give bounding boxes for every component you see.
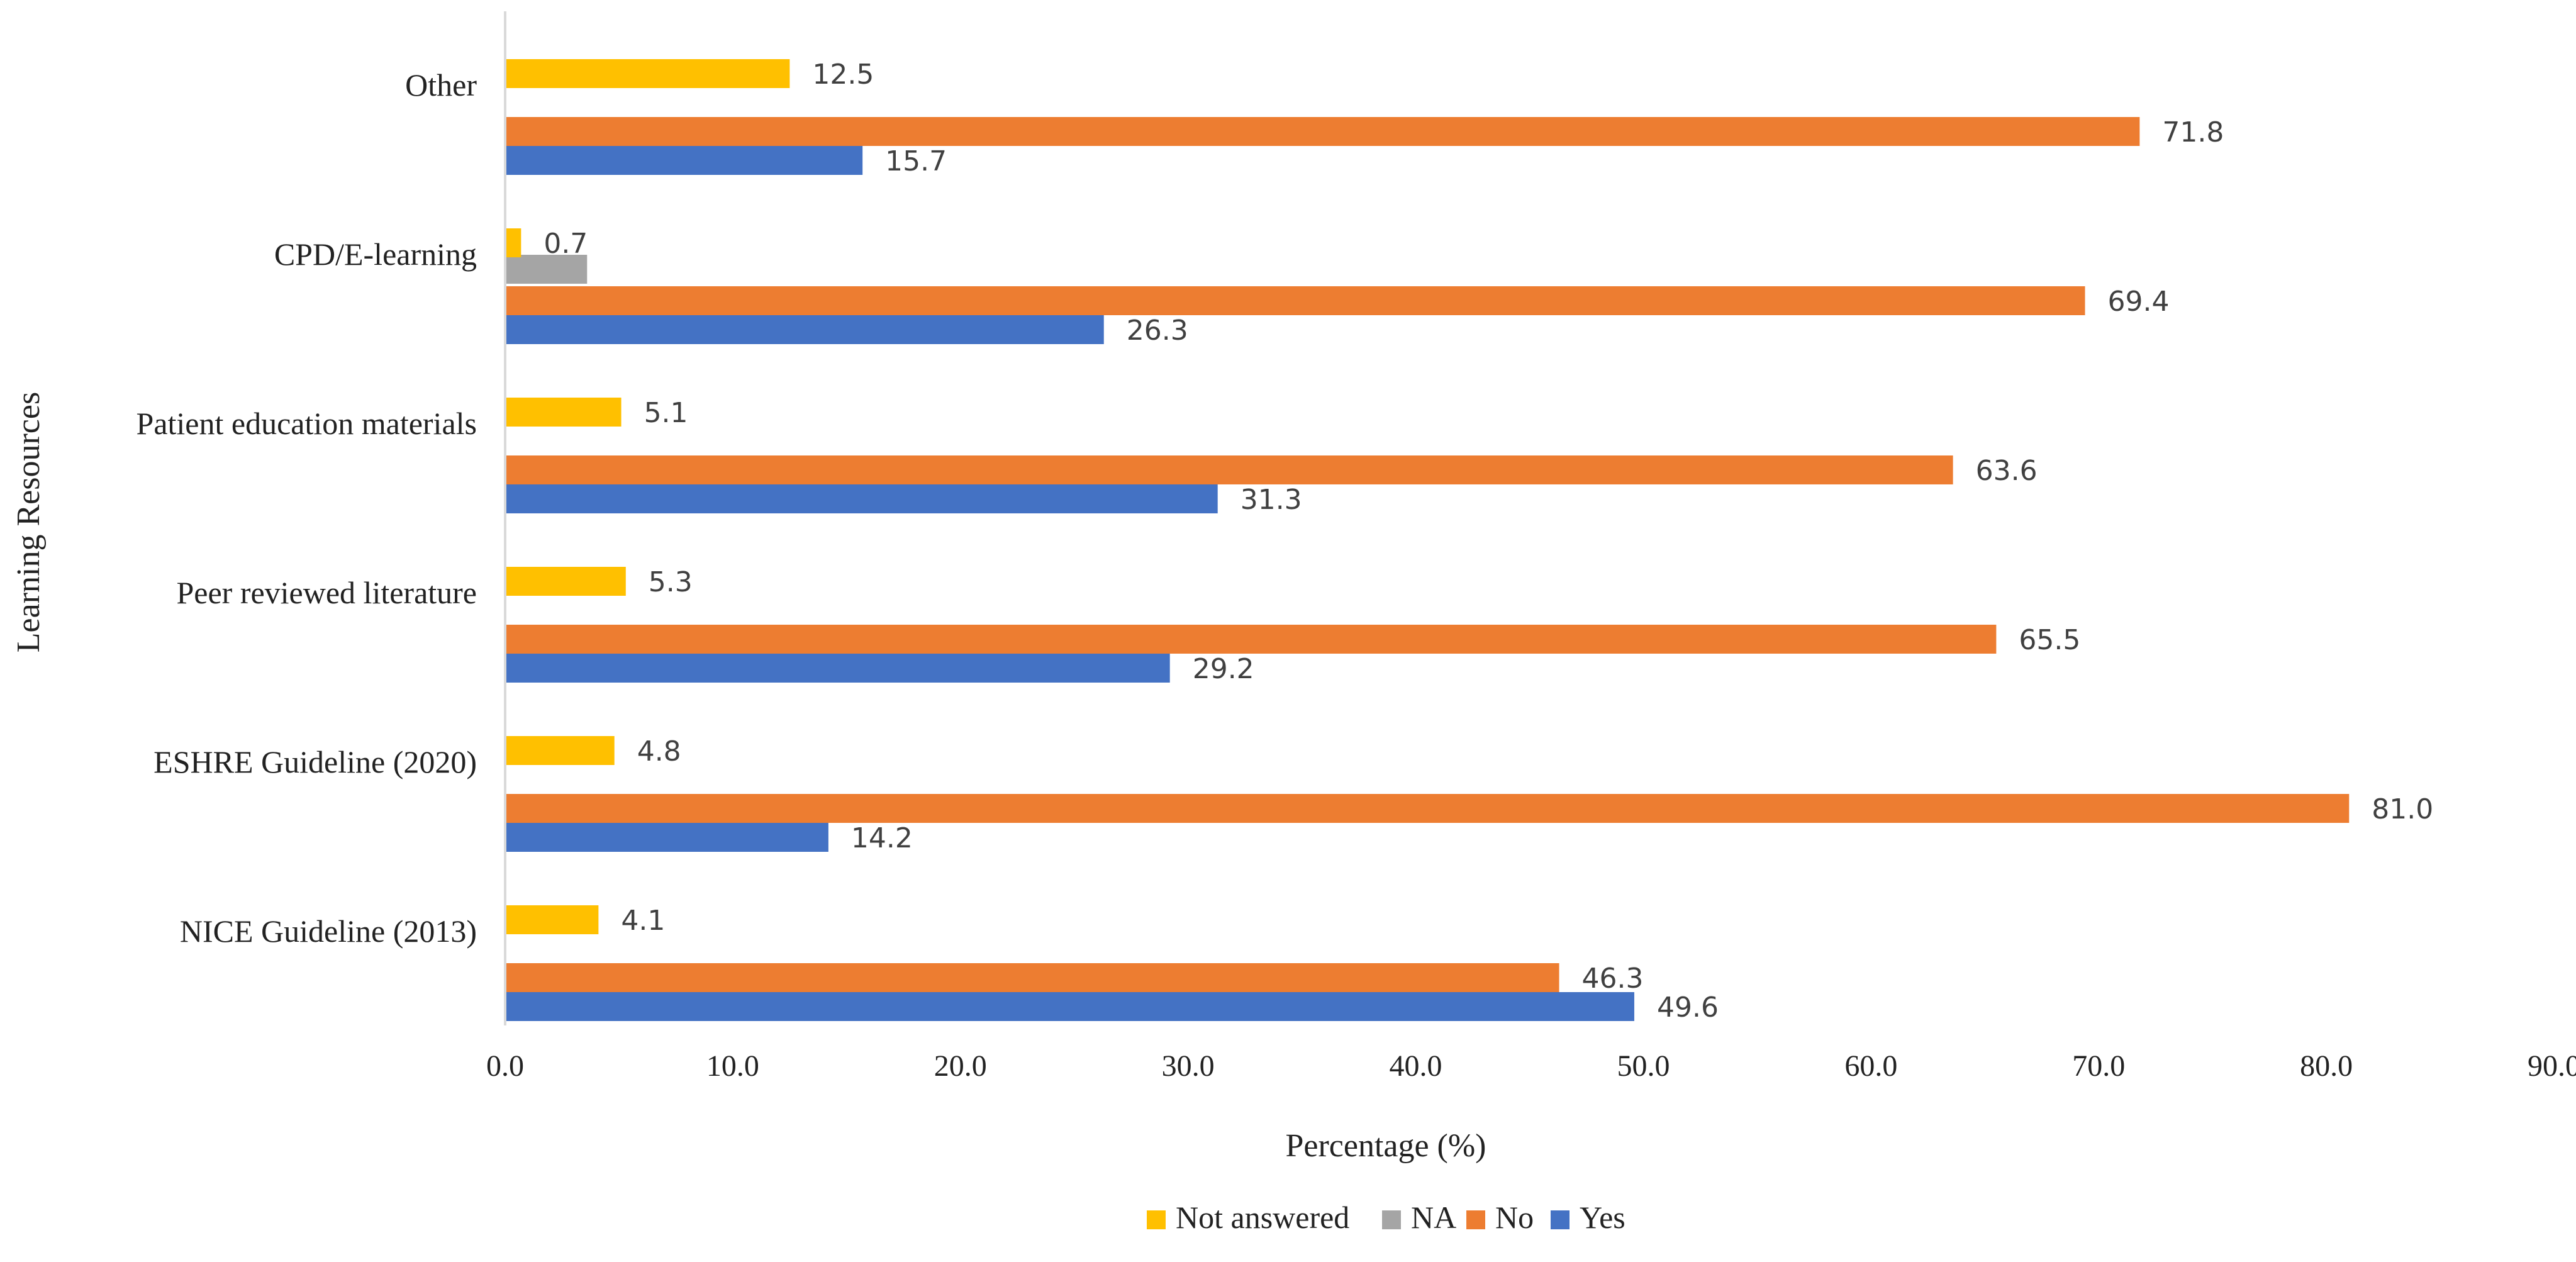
- legend-label-no: No: [1495, 1200, 1534, 1235]
- value-label-yes-eshre-guideline-2020: 14.2: [851, 822, 913, 854]
- bar-not-answered-patient-education-materials: [505, 398, 622, 427]
- bar-yes-other: [505, 146, 863, 175]
- x-tick-label-20-0: 20.0: [934, 1049, 987, 1083]
- bar-no-cpd-e-learning: [505, 286, 2085, 315]
- bar-not-answered-peer-reviewed-literature: [505, 567, 626, 596]
- x-tick-label-10-0: 10.0: [706, 1049, 759, 1083]
- x-axis-title: Percentage (%): [1285, 1128, 1486, 1164]
- bars-layer: [505, 59, 2350, 1021]
- x-axis-ticks: 0.0 10.0 20.0 30.0 40.0 50.0 60.0 70.0 80.0 90.0: [486, 1049, 2576, 1083]
- value-label-no-peer-reviewed-literature: 65.5: [2019, 624, 2080, 656]
- category-labels: NICE Guideline (2013) ESHRE Guideline (20…: [137, 67, 477, 949]
- x-tick-label-0-0: 0.0: [486, 1049, 524, 1083]
- value-labels: 49.6 46.3 4.1 14.2 81.0 4.8 29.2 65.5 5.3 31.3 63.…: [544, 59, 2433, 1024]
- value-label-not-answered-nice-guideline-2013: 4.1: [621, 905, 665, 937]
- category-label-nice-guideline-2013: NICE Guideline (2013): [180, 913, 477, 949]
- x-tick-label-30-0: 30.0: [1162, 1049, 1215, 1083]
- bar-not-answered-eshre-guideline-2020: [505, 736, 615, 765]
- bar-not-answered-cpd-e-learning: [505, 228, 521, 257]
- legend: Not answered NA No Yes: [1147, 1200, 1625, 1235]
- legend-label-yes: Yes: [1580, 1200, 1625, 1235]
- bar-not-answered-other: [505, 59, 790, 88]
- x-tick-label-60-0: 60.0: [1844, 1049, 1897, 1083]
- value-label-no-nice-guideline-2013: 46.3: [1582, 963, 1644, 995]
- legend-swatch-not-answered: [1147, 1210, 1166, 1229]
- category-label-other: Other: [405, 67, 477, 103]
- bar-yes-eshre-guideline-2020: [505, 823, 828, 852]
- category-label-patient-education-materials: Patient education materials: [137, 406, 477, 441]
- bar-yes-nice-guideline-2013: [505, 992, 1634, 1021]
- value-label-yes-peer-reviewed-literature: 29.2: [1193, 653, 1254, 685]
- category-label-peer-reviewed-literature: Peer reviewed literature: [176, 575, 477, 610]
- x-tick-label-80-0: 80.0: [2300, 1049, 2353, 1083]
- category-label-cpd-e-learning: CPD/E-learning: [274, 237, 477, 272]
- x-tick-label-50-0: 50.0: [1617, 1049, 1670, 1083]
- value-label-not-answered-cpd-e-learning: 0.7: [544, 228, 588, 260]
- value-label-yes-nice-guideline-2013: 49.6: [1657, 991, 1719, 1024]
- value-label-yes-cpd-e-learning: 26.3: [1127, 315, 1188, 347]
- legend-label-not-answered: Not answered: [1176, 1200, 1349, 1235]
- bar-not-answered-nice-guideline-2013: [505, 905, 599, 934]
- value-label-not-answered-peer-reviewed-literature: 5.3: [649, 566, 693, 598]
- bar-yes-patient-education-materials: [505, 484, 1218, 513]
- value-label-yes-other: 15.7: [885, 145, 947, 177]
- legend-swatch-na: [1382, 1210, 1401, 1229]
- bar-na-cpd-e-learning: [505, 255, 588, 284]
- value-label-no-eshre-guideline-2020: 81.0: [2372, 793, 2433, 825]
- value-label-not-answered-other: 12.5: [812, 59, 874, 91]
- x-tick-label-90-0: 90.0: [2528, 1049, 2576, 1083]
- legend-swatch-no: [1466, 1210, 1485, 1229]
- value-label-not-answered-eshre-guideline-2020: 4.8: [637, 735, 681, 768]
- category-label-eshre-guideline-2020: ESHRE Guideline (2020): [153, 744, 477, 779]
- bar-no-peer-reviewed-literature: [505, 625, 1997, 654]
- value-label-yes-patient-education-materials: 31.3: [1241, 484, 1302, 516]
- x-tick-label-40-0: 40.0: [1390, 1049, 1442, 1083]
- y-axis-title: Learning Resources: [11, 392, 47, 652]
- value-label-no-other: 71.8: [2162, 116, 2224, 148]
- value-label-no-cpd-e-learning: 69.4: [2108, 286, 2170, 318]
- bar-no-eshre-guideline-2020: [505, 794, 2350, 823]
- bar-no-nice-guideline-2013: [505, 963, 1559, 992]
- legend-label-na: NA: [1411, 1200, 1456, 1235]
- bar-yes-cpd-e-learning: [505, 315, 1104, 344]
- bar-no-patient-education-materials: [505, 455, 1953, 484]
- legend-swatch-yes: [1551, 1210, 1570, 1229]
- value-label-not-answered-patient-education-materials: 5.1: [644, 397, 688, 429]
- value-label-no-patient-education-materials: 63.6: [1976, 455, 2038, 487]
- x-tick-label-70-0: 70.0: [2072, 1049, 2125, 1083]
- bar-yes-peer-reviewed-literature: [505, 654, 1170, 683]
- bar-no-other: [505, 117, 2140, 146]
